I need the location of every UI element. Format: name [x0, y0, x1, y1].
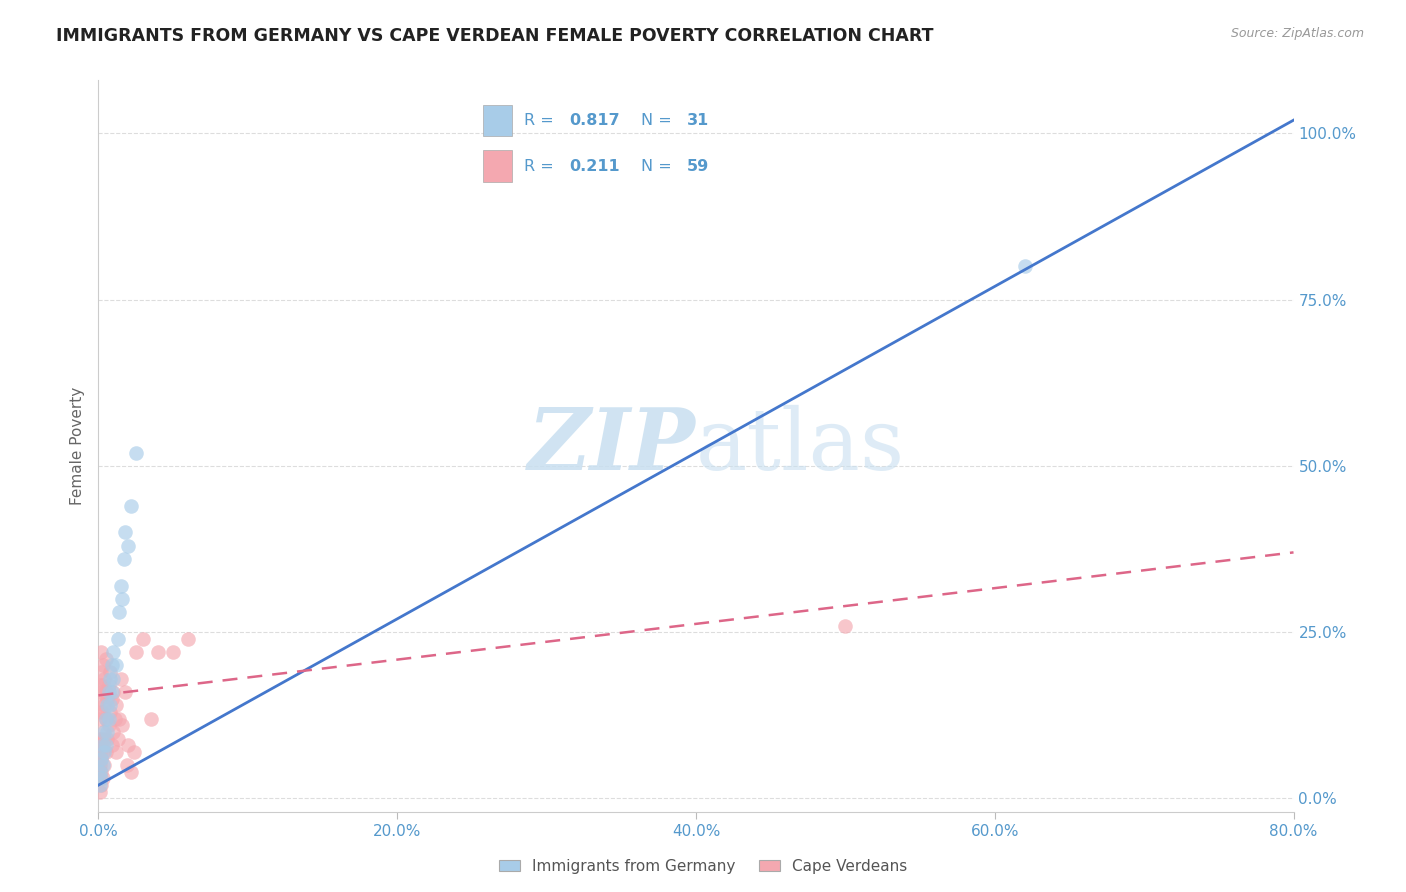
- Point: [1014, 260, 1036, 274]
- Point: [115, 758, 138, 772]
- Point: [89, 785, 111, 799]
- Point: [93, 758, 115, 772]
- Point: [98, 665, 122, 679]
- Point: [104, 712, 127, 726]
- Point: [90, 751, 112, 765]
- Point: [117, 539, 139, 553]
- Point: [101, 685, 124, 699]
- Point: [97, 718, 120, 732]
- Point: [89, 678, 111, 692]
- Point: [90, 731, 112, 746]
- Point: [103, 645, 125, 659]
- Point: [91, 678, 114, 692]
- Point: [148, 645, 170, 659]
- Text: ZIP: ZIP: [529, 404, 696, 488]
- Point: [89, 764, 111, 779]
- Point: [110, 672, 132, 686]
- Point: [125, 445, 148, 459]
- Point: [108, 605, 131, 619]
- Point: [91, 745, 114, 759]
- Point: [120, 764, 142, 779]
- Point: [112, 552, 135, 566]
- Point: [103, 672, 125, 686]
- Point: [97, 712, 120, 726]
- Point: [110, 579, 132, 593]
- Point: [93, 725, 115, 739]
- Point: [96, 698, 118, 713]
- Point: [93, 698, 115, 713]
- Point: [98, 672, 122, 686]
- Point: [107, 731, 129, 746]
- Point: [89, 712, 111, 726]
- Legend: Immigrants from Germany, Cape Verdeans: Immigrants from Germany, Cape Verdeans: [492, 853, 914, 880]
- Point: [94, 712, 117, 726]
- Point: [91, 658, 114, 673]
- Point: [91, 705, 114, 719]
- Point: [101, 691, 124, 706]
- Point: [105, 698, 128, 713]
- Point: [89, 731, 111, 746]
- Point: [90, 778, 112, 792]
- Point: [117, 738, 139, 752]
- Point: [91, 725, 114, 739]
- Point: [90, 685, 112, 699]
- Point: [108, 712, 131, 726]
- Point: [94, 685, 117, 699]
- Point: [91, 772, 114, 786]
- Point: [98, 705, 122, 719]
- Point: [89, 745, 111, 759]
- Point: [105, 658, 128, 673]
- Point: [103, 725, 125, 739]
- Point: [96, 691, 118, 706]
- Point: [125, 645, 148, 659]
- Point: [132, 632, 155, 646]
- Point: [177, 632, 200, 646]
- Point: [98, 698, 122, 713]
- Point: [97, 678, 120, 692]
- Point: [94, 652, 117, 666]
- Point: [94, 745, 117, 759]
- Point: [124, 745, 146, 759]
- Point: [90, 764, 112, 779]
- Text: Source: ZipAtlas.com: Source: ZipAtlas.com: [1230, 27, 1364, 40]
- Point: [101, 658, 124, 673]
- Point: [114, 685, 136, 699]
- Point: [94, 738, 117, 752]
- Point: [114, 525, 136, 540]
- Point: [93, 672, 115, 686]
- Point: [139, 712, 162, 726]
- Point: [162, 645, 184, 659]
- Point: [111, 718, 134, 732]
- Point: [89, 691, 111, 706]
- Point: [111, 591, 134, 606]
- Point: [107, 632, 129, 646]
- Point: [90, 705, 112, 719]
- Y-axis label: Female Poverty: Female Poverty: [70, 387, 86, 505]
- Text: atlas: atlas: [696, 404, 905, 488]
- Point: [91, 758, 114, 772]
- Point: [93, 745, 115, 759]
- Point: [89, 772, 111, 786]
- Point: [91, 738, 114, 752]
- Text: IMMIGRANTS FROM GERMANY VS CAPE VERDEAN FEMALE POVERTY CORRELATION CHART: IMMIGRANTS FROM GERMANY VS CAPE VERDEAN …: [56, 27, 934, 45]
- Point: [90, 772, 112, 786]
- Point: [90, 645, 112, 659]
- Point: [94, 712, 117, 726]
- Point: [90, 665, 112, 679]
- Point: [105, 745, 128, 759]
- Point: [834, 618, 856, 632]
- Point: [103, 685, 125, 699]
- Point: [89, 758, 111, 772]
- Point: [96, 731, 118, 746]
- Point: [97, 685, 120, 699]
- Point: [101, 738, 124, 752]
- Point: [120, 499, 142, 513]
- Point: [93, 731, 115, 746]
- Point: [89, 778, 111, 792]
- Point: [96, 725, 118, 739]
- Point: [90, 751, 112, 765]
